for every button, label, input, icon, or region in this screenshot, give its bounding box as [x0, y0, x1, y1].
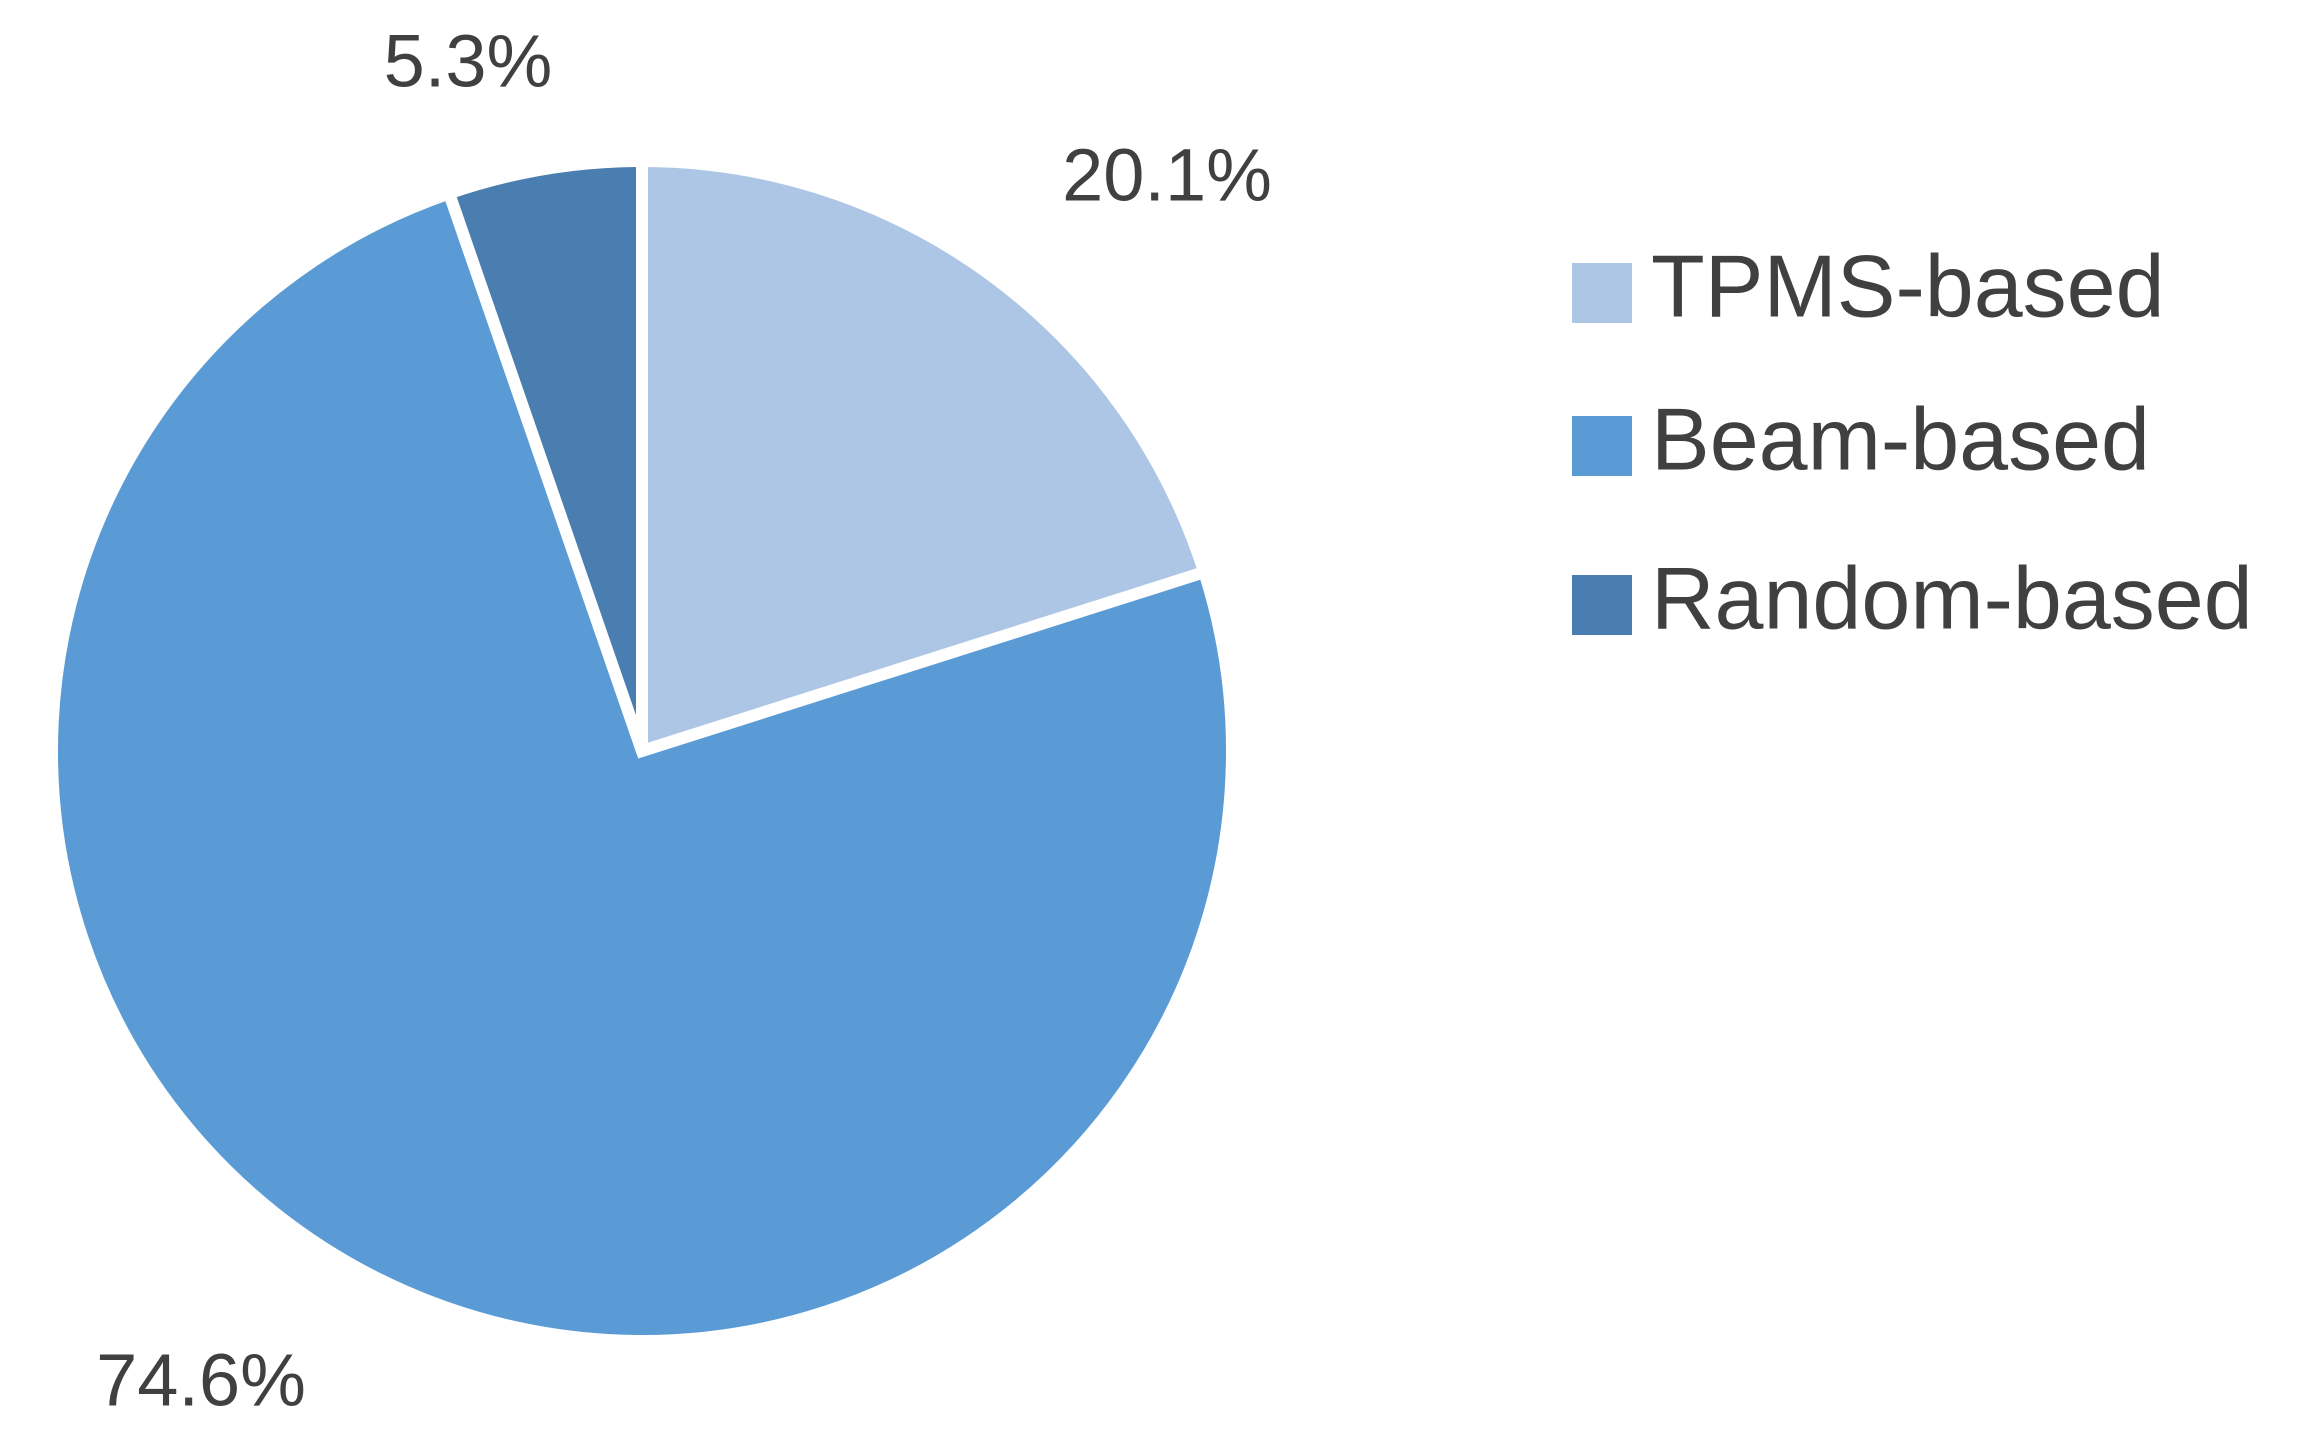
data-label: 74.6% — [96, 1339, 306, 1422]
data-label: 20.1% — [1062, 134, 1272, 217]
legend-swatch — [1572, 575, 1632, 635]
pie-slice — [46, 185, 1239, 1347]
pie-slice — [441, 154, 648, 753]
pie-slice — [636, 154, 1212, 760]
legend-label: Random-based — [1651, 548, 2253, 647]
data-label: 5.3% — [384, 20, 553, 103]
legend-label: Beam-based — [1651, 389, 2150, 488]
legend-swatch — [1572, 263, 1632, 323]
legend-label: TPMS-based — [1651, 236, 2165, 335]
legend-swatch — [1572, 416, 1632, 476]
